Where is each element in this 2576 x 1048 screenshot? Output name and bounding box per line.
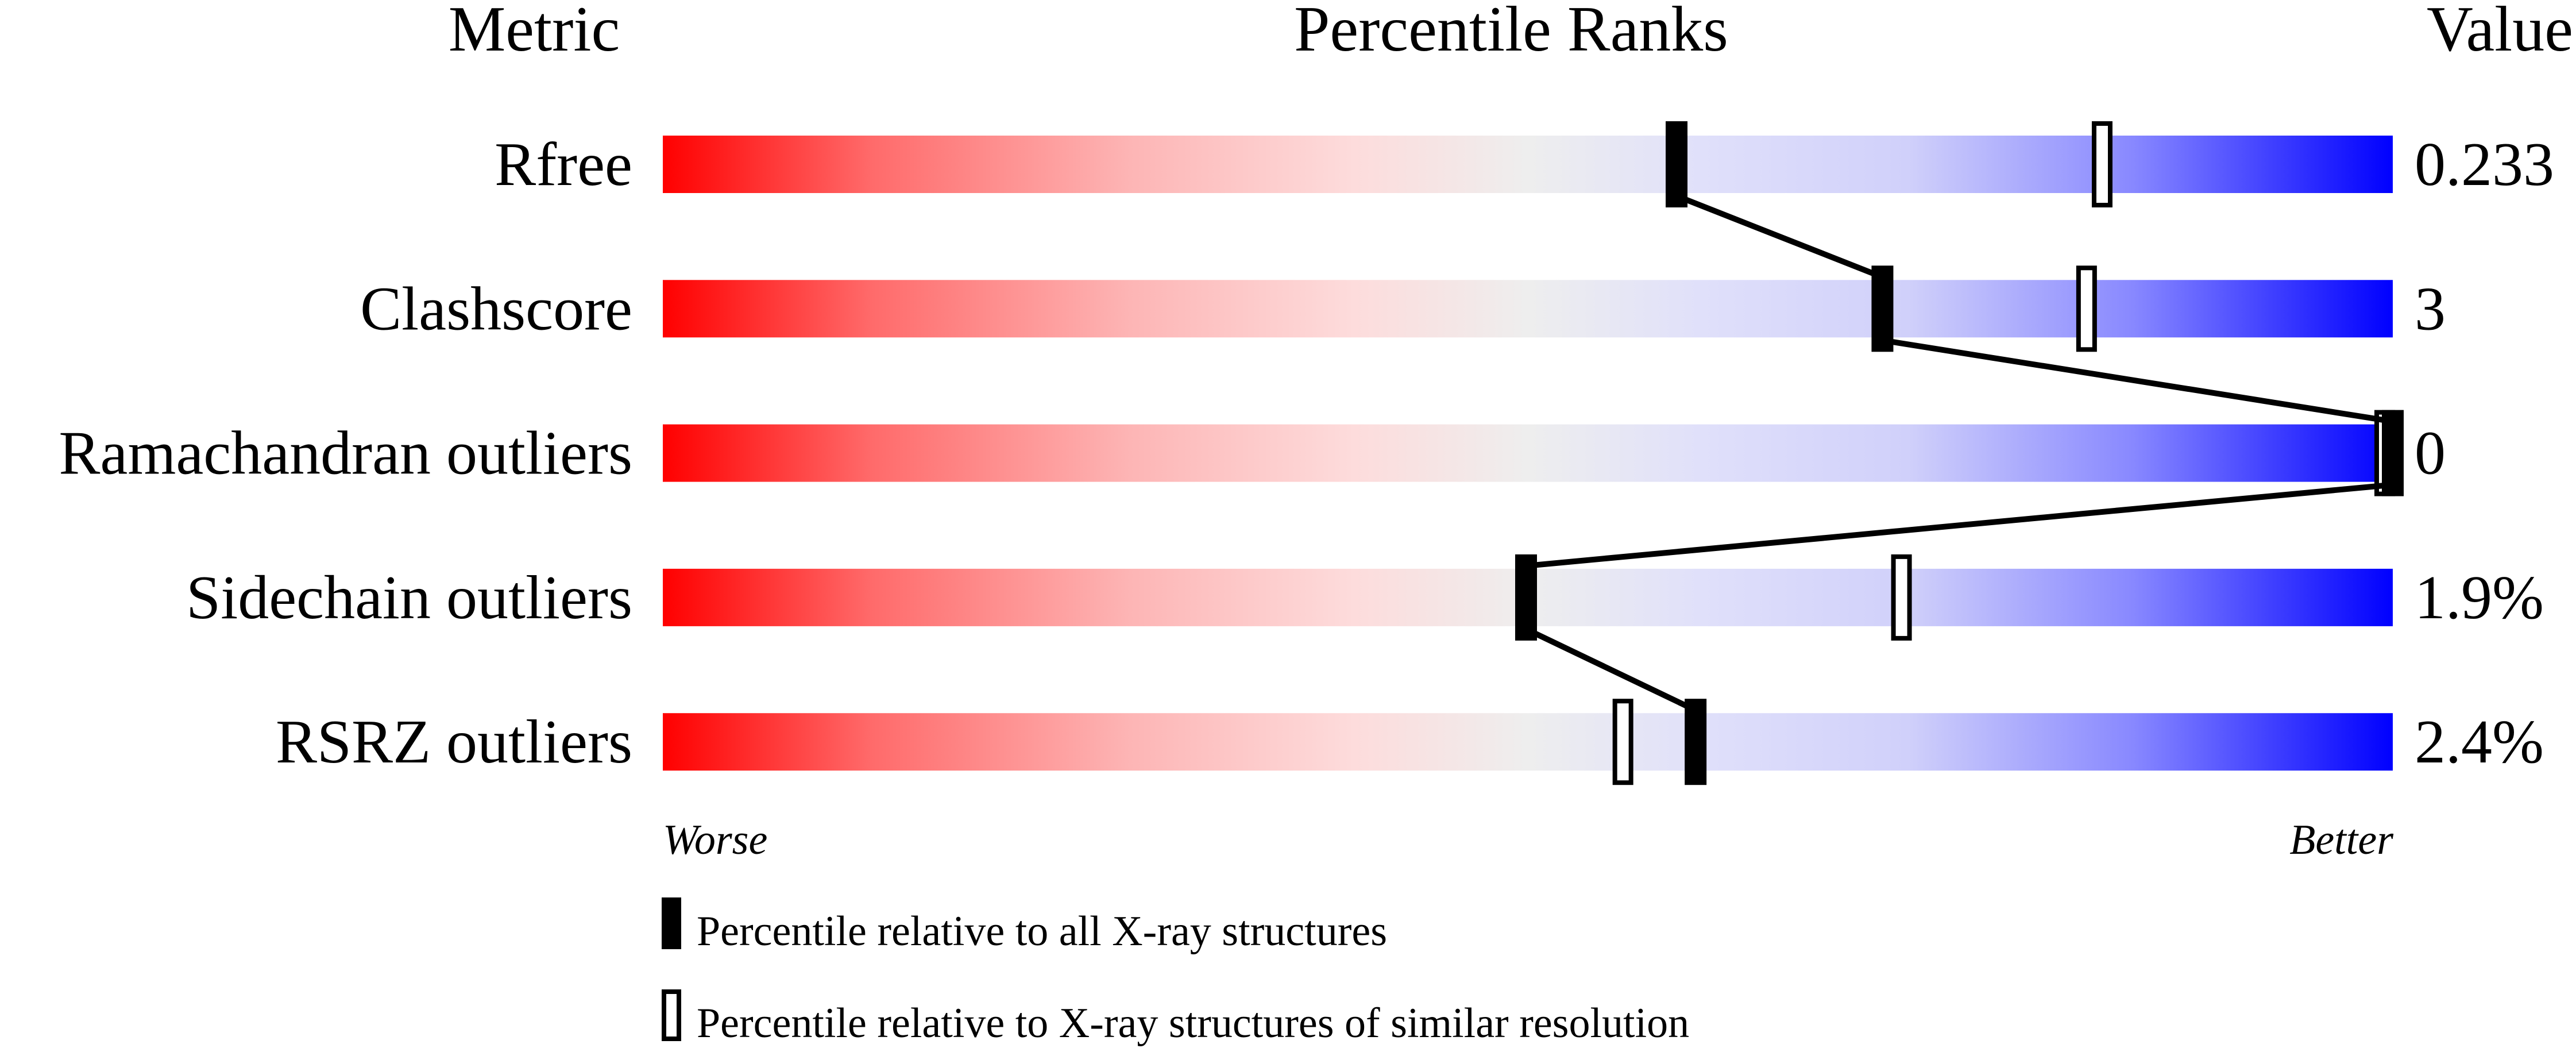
connector-line — [1882, 337, 2393, 425]
legend-filled-marker — [662, 897, 681, 949]
all-structures-marker — [1666, 121, 1688, 207]
legend-all-structures: Percentile relative to all X-ray structu… — [697, 908, 1387, 955]
similar-resolution-marker — [1891, 554, 1912, 641]
header-metric: Metric — [449, 0, 620, 65]
metric-value: 1.9% — [2415, 564, 2544, 632]
percentile-bar — [663, 713, 2393, 771]
all-structures-marker — [1685, 699, 1707, 785]
axis-worse-label: Worse — [663, 816, 767, 864]
percentile-bar — [663, 136, 2393, 193]
metric-label: Clashscore — [360, 275, 632, 343]
all-structures-marker — [1871, 265, 1894, 352]
all-structures-marker — [1515, 554, 1537, 641]
connector-line — [1525, 481, 2393, 569]
similar-resolution-marker — [2091, 121, 2112, 207]
header-percentile-ranks: Percentile Ranks — [1294, 0, 1728, 65]
percentile-bar — [663, 424, 2393, 482]
header-value: Value — [2427, 0, 2573, 65]
axis-better-label: Better — [2289, 816, 2394, 864]
percentile-bar — [663, 280, 2393, 338]
all-structures-marker — [2382, 410, 2404, 496]
legend-similar-resolution: Percentile relative to X-ray structures … — [697, 1000, 1689, 1047]
metric-label: RSRZ outliers — [276, 708, 632, 776]
similar-resolution-marker — [1612, 699, 1633, 785]
metric-value: 0.233 — [2415, 130, 2554, 199]
metric-value: 2.4% — [2415, 708, 2544, 776]
metric-value: 3 — [2415, 275, 2446, 343]
connector-line — [1675, 193, 1884, 280]
metric-value: 0 — [2415, 419, 2446, 488]
connector-line — [1524, 626, 1697, 713]
similar-resolution-marker — [2076, 265, 2097, 352]
metric-label: Ramachandran outliers — [59, 419, 632, 488]
metric-label: Sidechain outliers — [186, 564, 632, 632]
metric-label: Rfree — [495, 130, 632, 199]
legend-open-marker — [662, 989, 681, 1041]
